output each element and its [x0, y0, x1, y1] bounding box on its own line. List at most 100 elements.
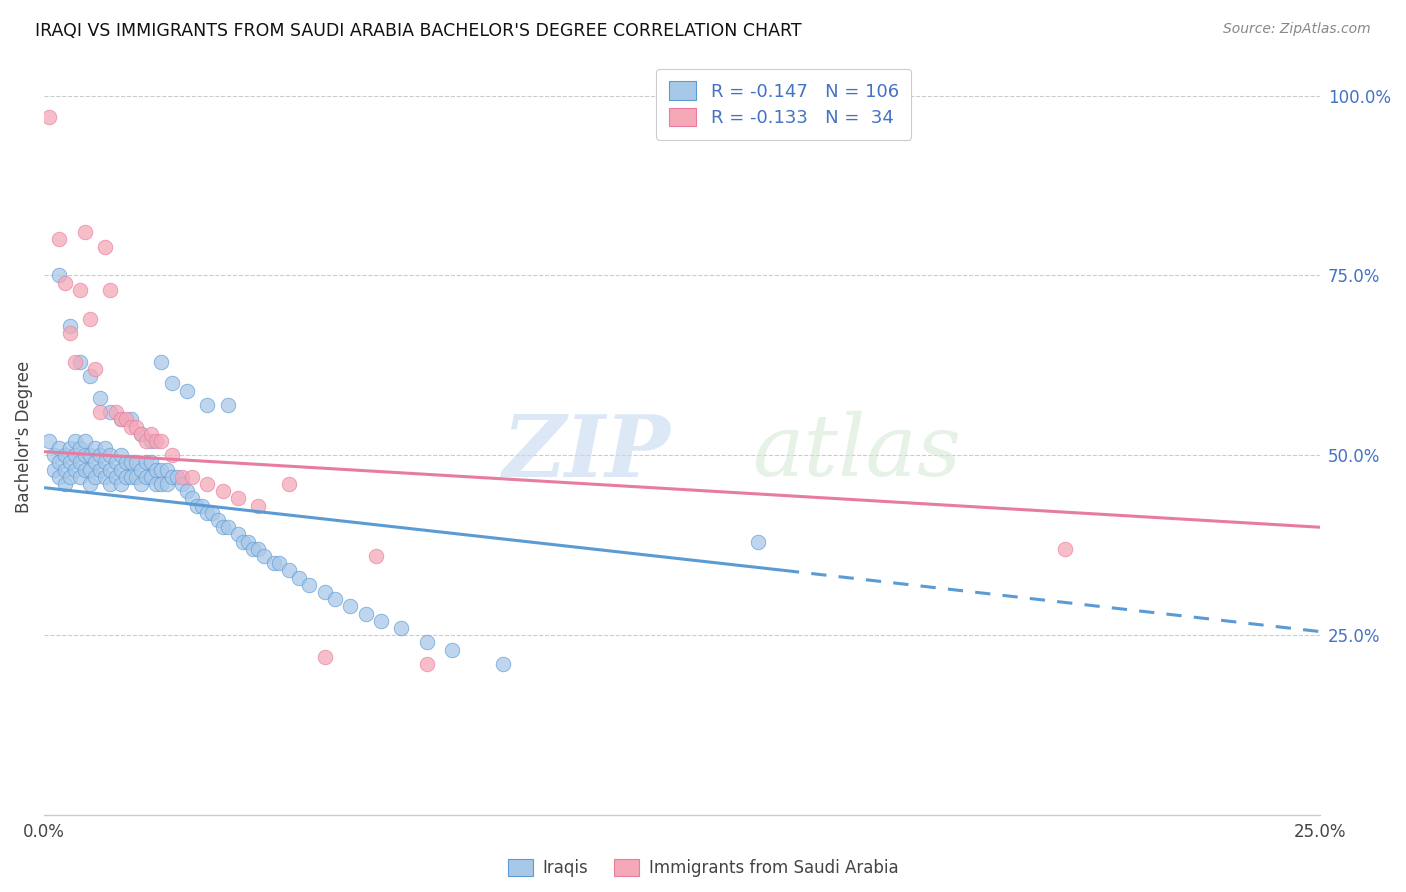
Point: [79, 477, 101, 491]
Point: [120, 470, 142, 484]
Point: [145, 463, 167, 477]
Point: [278, 477, 301, 491]
Point: [53, 276, 76, 290]
Point: [226, 527, 249, 541]
Point: [100, 283, 122, 297]
Point: [155, 477, 177, 491]
Point: [247, 541, 270, 556]
Point: [94, 455, 117, 469]
Point: [145, 477, 167, 491]
Point: [314, 585, 336, 599]
Point: [100, 405, 122, 419]
Point: [492, 657, 515, 671]
Point: [416, 657, 439, 671]
Point: [364, 549, 387, 563]
Point: [120, 412, 142, 426]
Point: [150, 434, 173, 448]
Point: [59, 470, 82, 484]
Point: [114, 470, 136, 484]
Point: [63, 434, 86, 448]
Point: [314, 649, 336, 664]
Point: [104, 455, 127, 469]
Text: atlas: atlas: [752, 411, 962, 494]
Point: [48, 268, 70, 283]
Point: [38, 434, 60, 448]
Point: [170, 470, 193, 484]
Point: [104, 470, 127, 484]
Point: [141, 426, 163, 441]
Point: [176, 484, 198, 499]
Point: [125, 455, 148, 469]
Point: [298, 578, 321, 592]
Point: [44, 448, 66, 462]
Point: [145, 434, 167, 448]
Point: [114, 412, 136, 426]
Point: [186, 499, 208, 513]
Point: [141, 470, 163, 484]
Point: [160, 470, 183, 484]
Point: [84, 362, 107, 376]
Point: [53, 463, 76, 477]
Point: [79, 463, 101, 477]
Point: [195, 477, 218, 491]
Point: [191, 499, 214, 513]
Point: [63, 355, 86, 369]
Point: [89, 405, 111, 419]
Legend: Iraqis, Immigrants from Saudi Arabia: Iraqis, Immigrants from Saudi Arabia: [501, 852, 905, 884]
Point: [114, 455, 136, 469]
Point: [94, 240, 117, 254]
Point: [129, 426, 152, 441]
Point: [242, 541, 264, 556]
Point: [94, 470, 117, 484]
Point: [238, 534, 260, 549]
Point: [110, 412, 132, 426]
Point: [129, 426, 152, 441]
Point: [135, 434, 157, 448]
Point: [129, 463, 152, 477]
Point: [69, 455, 91, 469]
Point: [211, 520, 233, 534]
Point: [288, 571, 311, 585]
Point: [150, 355, 173, 369]
Point: [263, 556, 285, 570]
Point: [339, 599, 361, 614]
Point: [176, 384, 198, 398]
Point: [79, 369, 101, 384]
Point: [181, 470, 204, 484]
Point: [232, 534, 254, 549]
Point: [94, 441, 117, 455]
Point: [141, 434, 163, 448]
Point: [217, 398, 239, 412]
Point: [120, 455, 142, 469]
Point: [38, 110, 60, 124]
Point: [69, 441, 91, 455]
Point: [278, 563, 301, 577]
Point: [89, 448, 111, 462]
Y-axis label: Bachelor's Degree: Bachelor's Degree: [15, 361, 32, 514]
Point: [135, 455, 157, 469]
Text: IRAQI VS IMMIGRANTS FROM SAUDI ARABIA BACHELOR'S DEGREE CORRELATION CHART: IRAQI VS IMMIGRANTS FROM SAUDI ARABIA BA…: [35, 22, 801, 40]
Point: [110, 463, 132, 477]
Point: [59, 441, 82, 455]
Point: [195, 398, 218, 412]
Point: [160, 448, 183, 462]
Point: [201, 506, 224, 520]
Point: [48, 232, 70, 246]
Point: [84, 441, 107, 455]
Point: [53, 477, 76, 491]
Point: [73, 225, 96, 239]
Point: [84, 470, 107, 484]
Point: [160, 376, 183, 391]
Point: [166, 470, 188, 484]
Point: [79, 311, 101, 326]
Point: [110, 448, 132, 462]
Point: [110, 412, 132, 426]
Point: [125, 470, 148, 484]
Point: [73, 434, 96, 448]
Point: [100, 463, 122, 477]
Point: [59, 326, 82, 340]
Point: [389, 621, 412, 635]
Point: [211, 484, 233, 499]
Text: Source: ZipAtlas.com: Source: ZipAtlas.com: [1223, 22, 1371, 37]
Text: ZIP: ZIP: [503, 410, 671, 494]
